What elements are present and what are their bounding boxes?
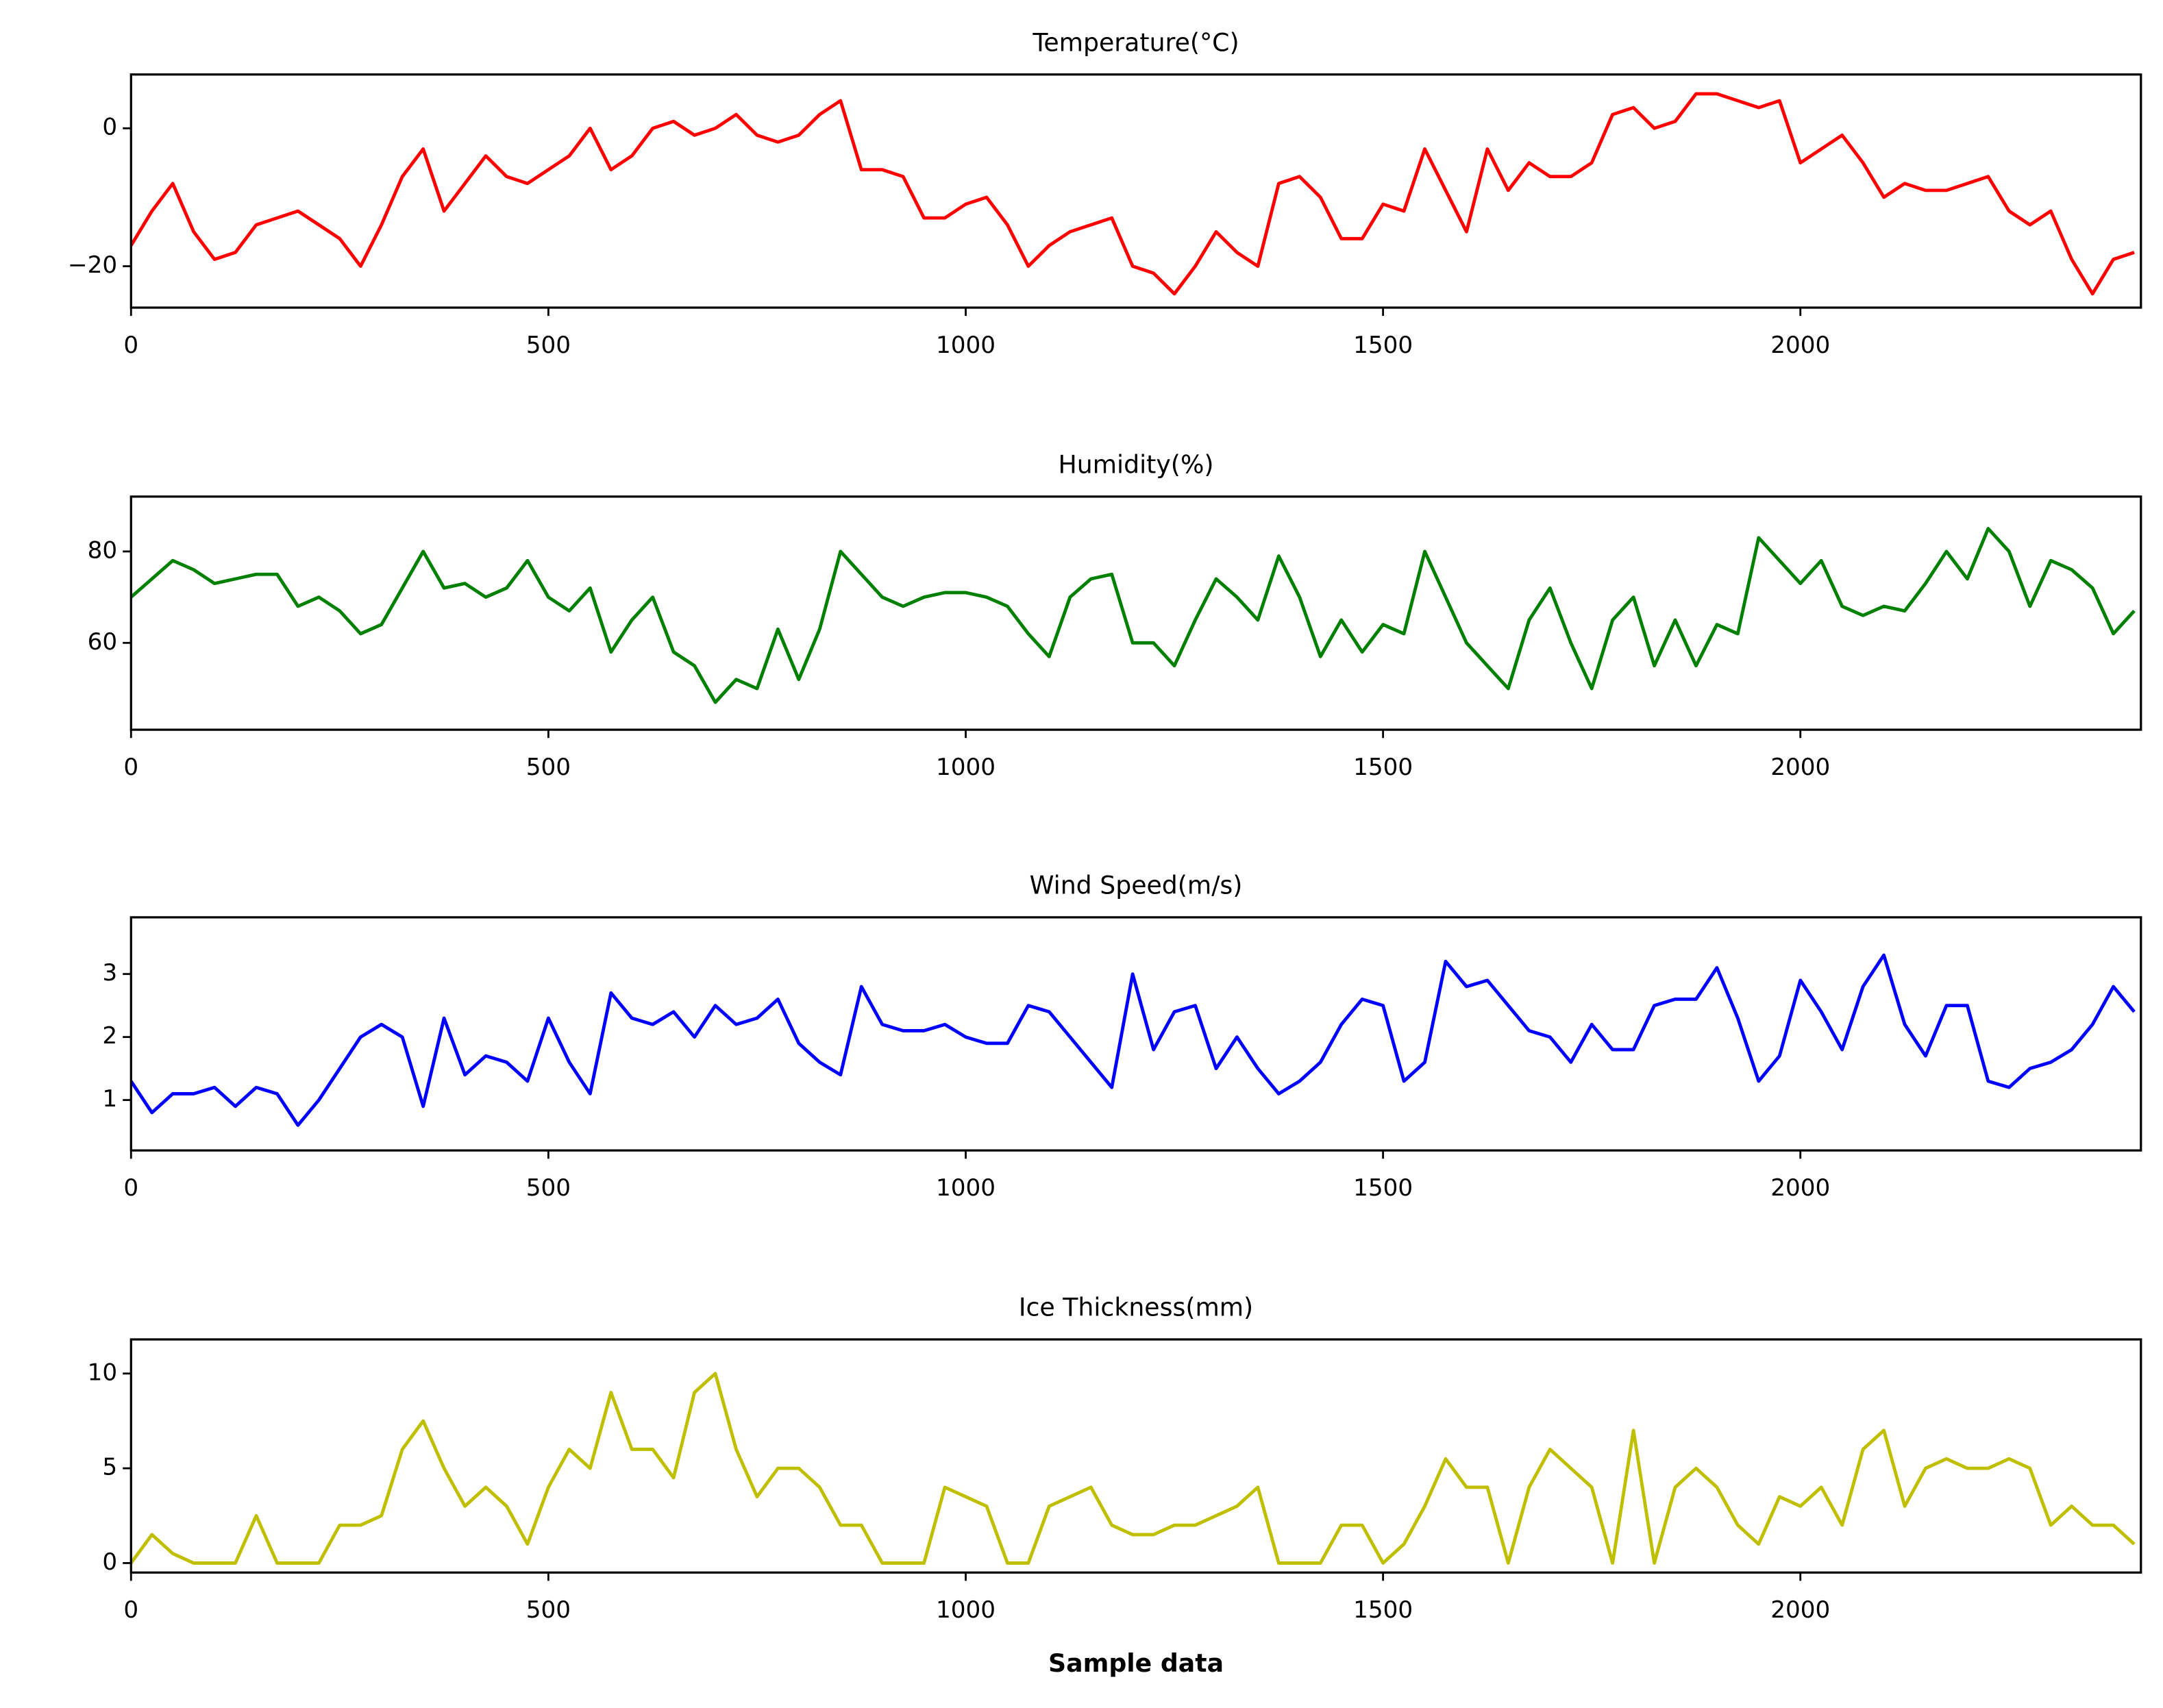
x-axis-label: Sample data — [1048, 1648, 1224, 1678]
y-tick-label: 0 — [102, 114, 117, 141]
x-tick-label: 500 — [526, 1174, 571, 1202]
x-tick-label: 1500 — [1353, 1596, 1413, 1624]
data-line — [131, 527, 2136, 704]
y-tick-label: 60 — [88, 628, 118, 656]
x-tick-label: 0 — [123, 332, 138, 359]
x-tick-label: 2000 — [1770, 1174, 1830, 1202]
y-tick-label: 1 — [102, 1085, 117, 1113]
x-tick-label: 1500 — [1353, 754, 1413, 781]
chart-title: Ice Thickness(mm) — [1019, 1293, 1253, 1322]
y-tick-label: 80 — [88, 536, 118, 564]
y-tick-label: −20 — [68, 251, 117, 279]
axes-frame — [129, 73, 2142, 309]
x-tick-label: 2000 — [1770, 1596, 1830, 1624]
x-tick-label: 1000 — [936, 754, 996, 781]
y-tick-label: 10 — [88, 1359, 118, 1386]
chart-title: Wind Speed(m/s) — [1030, 871, 1243, 900]
x-tick-label: 0 — [123, 754, 138, 781]
chart-title: Humidity(%) — [1059, 450, 1214, 480]
x-tick-label: 1000 — [936, 1596, 996, 1624]
y-tick-label: 3 — [102, 959, 117, 987]
x-tick-label: 1500 — [1353, 332, 1413, 359]
x-tick-label: 500 — [526, 1596, 571, 1624]
x-tick-label: 500 — [526, 754, 571, 781]
data-line — [131, 953, 2136, 1127]
x-tick-label: 0 — [123, 1174, 138, 1202]
x-tick-label: 1500 — [1353, 1174, 1413, 1202]
x-tick-label: 1000 — [936, 1174, 996, 1202]
data-line — [131, 92, 2135, 296]
y-tick-label: 5 — [102, 1454, 117, 1481]
x-tick-label: 2000 — [1770, 754, 1830, 781]
x-tick-label: 1000 — [936, 332, 996, 359]
axes-frame — [129, 1338, 2142, 1574]
x-tick-label: 500 — [526, 332, 571, 359]
x-tick-label: 2000 — [1770, 332, 1830, 359]
x-tick-label: 0 — [123, 1596, 138, 1624]
y-tick-label: 2 — [102, 1022, 117, 1050]
data-line — [131, 1372, 2136, 1565]
y-tick-label: 0 — [102, 1548, 117, 1576]
axes-frame — [129, 916, 2142, 1152]
chart-title: Temperature(°C) — [1032, 27, 1239, 57]
axes-frame — [129, 495, 2142, 731]
